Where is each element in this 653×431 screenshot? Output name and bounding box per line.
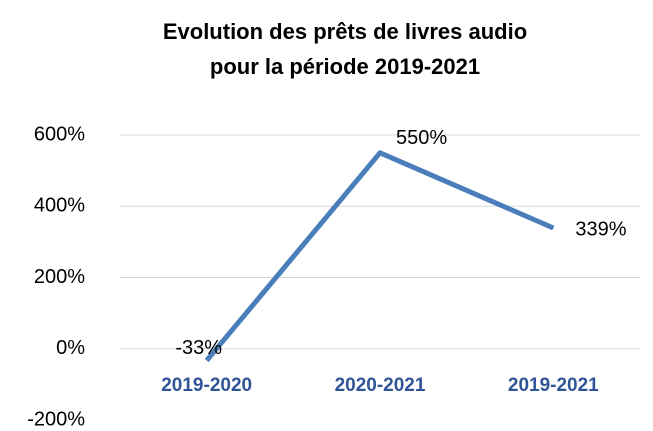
chart-title: pour la période 2019-2021: [210, 54, 480, 79]
x-tick-label: 2019-2021: [508, 375, 599, 396]
data-label: 339%: [575, 218, 626, 240]
y-tick-label: 0%: [56, 337, 85, 359]
y-tick-label: 200%: [34, 266, 85, 288]
y-tick-label: -200%: [27, 408, 85, 430]
x-tick-label: 2019-2020: [161, 375, 252, 396]
line: [204, 150, 555, 363]
chart-title: Evolution des prêts de livres audio: [163, 19, 527, 44]
data-label: 550%: [396, 127, 447, 149]
x-tick-label: 2020-2021: [335, 375, 426, 396]
y-tick-label: 600%: [34, 123, 85, 145]
y-tick-label: 400%: [34, 195, 85, 217]
data-label: -33%: [175, 337, 222, 359]
